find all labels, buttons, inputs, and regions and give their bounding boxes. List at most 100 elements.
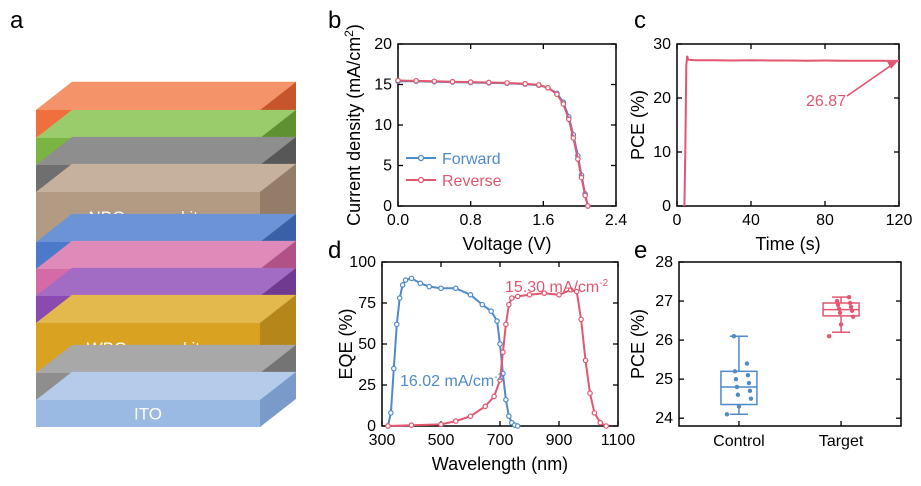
data-point [582,357,589,364]
jsc-label: 15.30 mA/cm-2 [505,278,609,296]
device-stack: CuBCPC60NBG perovskitePEDOT:PSSALD SnOx/… [36,81,296,427]
data-point [848,304,854,310]
data-point [388,410,394,416]
data-point [575,156,581,162]
y-tick-label: 100 [349,254,376,271]
x-tick-label: 700 [487,432,514,449]
data-point [724,412,730,417]
y-tick-label: 27 [655,293,673,310]
panel-label-b: b [328,7,341,34]
data-point [500,349,506,356]
data-point [488,308,494,315]
data-point [426,283,433,290]
data-point [567,287,574,293]
panel-label-d: d [328,237,341,264]
data-point [826,333,832,339]
y-axis-label: PCE (%) [628,309,648,379]
data-point [733,376,739,382]
annotation-label: 26.87 [806,93,846,110]
data-point [399,282,406,288]
data-point [467,291,474,298]
data-point [506,301,512,308]
data-point [587,390,593,397]
x-tick-label: 40 [742,212,760,229]
data-point [850,314,856,319]
data-point [504,80,510,86]
x-tick-label: 0.0 [387,212,409,229]
data-point [745,373,751,378]
x-tick-label: 2.4 [605,212,627,229]
jsc-label: 16.02 mA/cm-2 [400,372,504,390]
data-point [503,321,509,328]
data-point [479,301,486,308]
data-point [494,318,500,324]
x-category-label: Control [713,433,765,450]
stack-layer-top [36,163,296,192]
data-point [835,302,841,308]
y-tick-label: 25 [358,377,376,394]
y-tick-label: 30 [653,36,671,53]
data-point [449,78,456,85]
x-axis-label: Time (s) [755,234,820,254]
stability-chart: 0 40 80 120 0 10 20 30 Time (s) PCE (%) 26.87 [628,36,912,254]
data-point [467,413,474,419]
data-point [467,79,474,85]
data-point [578,316,584,323]
data-point [390,365,397,372]
x-tick-label: 300 [369,432,396,449]
annotation-arrowhead [887,61,898,69]
data-point [413,78,419,84]
legend-marker [417,176,425,184]
data-point [408,275,415,282]
data-point [849,308,855,314]
data-point [837,310,843,315]
data-point [526,291,533,298]
data-point [846,294,852,300]
data-point [431,78,438,85]
x-tick-label: 1.6 [532,212,554,229]
data-point [522,80,528,87]
y-tick-label: 25 [655,371,673,388]
data-point [578,174,585,181]
panel-label-a: a [10,7,24,34]
legend-label: Forward [442,151,501,168]
y-tick-label: 0 [367,418,376,435]
stack-layer-side [260,371,296,427]
series-line [397,79,589,207]
x-category-label: Target [819,433,864,450]
data-point [452,418,459,424]
data-point [570,135,577,141]
stack-layer-label: ITO [134,405,162,424]
data-point [597,419,604,426]
data-point [482,403,489,410]
stack-layer-top [36,109,296,138]
data-point [834,298,840,304]
data-point [438,285,444,292]
y-axis-label: PCE (%) [628,90,648,160]
plot-frame [678,261,902,427]
series-line [386,277,518,427]
data-point [417,280,424,287]
series-line [387,288,607,427]
stack-top-face [36,81,296,110]
jv-chart: 0.0 0.8 1.6 2.4 0 5 10 15 20 Voltage (V) Current d… [342,24,627,254]
stack-layer-top [36,294,296,323]
data-point [486,79,492,86]
data-point [603,423,610,429]
y-tick-label: 0 [662,198,671,215]
data-point [560,101,567,107]
data-point [565,116,572,123]
y-axis-label: EQE (%) [336,308,356,379]
data-point [491,393,497,400]
data-point [744,361,750,366]
data-point [735,392,741,397]
data-point [747,388,753,394]
stack-layer-top [36,344,296,373]
plot-frame [676,43,900,207]
data-point [497,377,503,383]
data-point [438,421,444,428]
x-axis-label: Wavelength (nm) [432,454,568,474]
eqe-chart: 300 500 700 900 1100 0 25 50 75 100 Wavelength (nm… [336,254,635,474]
stack-layer-top [36,213,296,242]
